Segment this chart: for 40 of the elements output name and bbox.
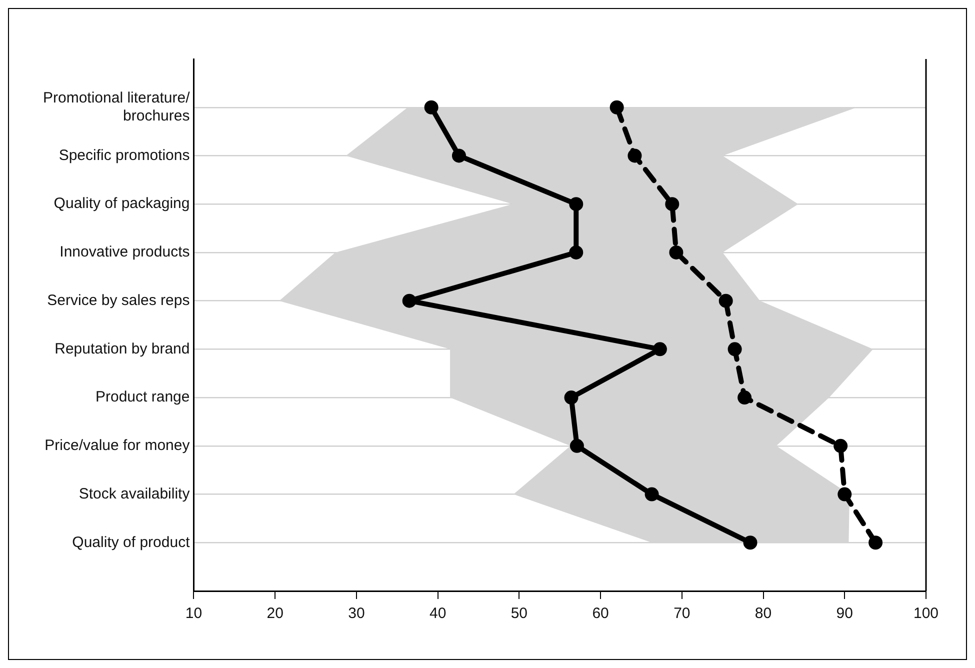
point [652, 342, 667, 356]
y-tick-label: Promotional literature/brochures [43, 90, 191, 125]
x-tick-label: 80 [754, 605, 772, 622]
x-tick-label: 10 [185, 605, 202, 622]
point [402, 294, 416, 308]
point [452, 148, 466, 163]
y-tick-label: Price/value for money [44, 437, 190, 454]
x-tick-label: 70 [674, 605, 690, 622]
y-tick-label: Reputation by brand [54, 340, 190, 358]
y-tick-label: Service by sales reps [47, 292, 190, 309]
point [868, 536, 883, 550]
x-tick-label: 100 [913, 605, 939, 622]
point [424, 100, 438, 114]
y-tick-label: Stock availability [78, 485, 190, 502]
point [569, 245, 584, 260]
point [738, 390, 752, 405]
point [665, 197, 680, 212]
y-tick-label: Innovative products [60, 244, 190, 261]
point [570, 438, 584, 453]
point [564, 390, 578, 405]
point [728, 342, 742, 356]
x-tick-label: 50 [510, 605, 528, 622]
point [669, 245, 684, 260]
point [569, 197, 584, 212]
point [838, 487, 852, 502]
point [644, 487, 659, 502]
x-tick-label: 40 [429, 605, 446, 622]
x-tick-label: 20 [266, 605, 284, 622]
y-tick-label: Quality of packaging [54, 195, 190, 212]
x-tick-label: 60 [592, 605, 609, 622]
y-tick-label: Quality of product [72, 534, 191, 551]
x-tick-label: 30 [348, 605, 365, 622]
point [834, 438, 848, 453]
x-tick-label: 90 [836, 605, 853, 622]
point [628, 148, 642, 163]
point [743, 536, 758, 550]
point [610, 100, 624, 114]
y-tick-label: Specific promotions [58, 146, 190, 164]
y-tick-label: Product range [96, 388, 190, 406]
point [718, 294, 733, 308]
